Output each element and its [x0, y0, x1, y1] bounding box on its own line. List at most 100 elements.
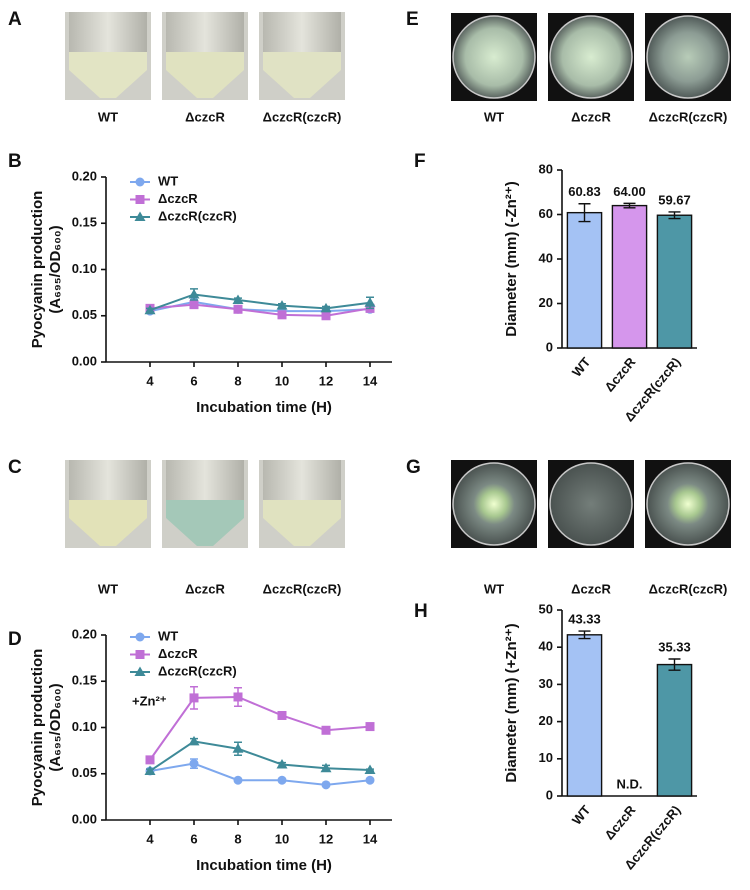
y-axis-title: Diameter (mm) (+Zn²⁺) [503, 623, 520, 782]
marker [233, 304, 243, 314]
value-label: 64.00 [613, 184, 646, 199]
legend-marker [135, 177, 145, 187]
y-tick-label: 0.20 [72, 168, 97, 183]
marker [145, 755, 155, 765]
marker [276, 300, 288, 310]
panel-letter: C [8, 457, 22, 478]
x-tick-label: 4 [146, 831, 154, 846]
value-label: 43.33 [568, 612, 601, 627]
marker [144, 304, 156, 315]
y-tick-label: 60 [539, 206, 553, 221]
y-tick-label: 0.15 [72, 673, 97, 688]
x-tick-label: ΔczcR [601, 354, 638, 395]
y-tick-label: 0.00 [72, 353, 97, 368]
marker [320, 762, 332, 773]
error-bar [578, 630, 591, 640]
photo-label: ΔczcR(czcR) [649, 581, 728, 596]
y-tick-label: 80 [539, 161, 553, 176]
panel-letter: B [8, 151, 22, 172]
y-tick-label: 0.05 [72, 307, 97, 322]
error-bar [668, 211, 681, 220]
marker [321, 311, 331, 321]
panel-letter: H [414, 601, 428, 622]
photo-label: ΔczcR(czcR) [263, 581, 342, 596]
y-tick-label: 0.10 [72, 261, 97, 276]
error-bar [668, 658, 681, 671]
series-line [149, 293, 371, 312]
series-line [149, 303, 371, 317]
plate [452, 15, 536, 99]
x-tick-label: 6 [190, 373, 197, 388]
marker [365, 775, 375, 785]
value-label: N.D. [617, 776, 643, 791]
y-tick-label: 10 [539, 750, 553, 765]
legend-marker [135, 632, 145, 642]
legend-label: WT [158, 173, 178, 188]
panel-letter: G [406, 457, 421, 478]
marker [277, 710, 287, 720]
plate [549, 15, 633, 99]
marker [232, 294, 244, 305]
marker [277, 310, 287, 320]
bar [656, 663, 693, 797]
bar [656, 214, 693, 349]
photo-label: ΔczcR(czcR) [263, 109, 342, 124]
x-tick-label: WT [569, 802, 594, 827]
x-tick-label: 12 [319, 831, 333, 846]
photo-label: WT [484, 109, 504, 124]
x-axis-title: Incubation time (H) [196, 399, 332, 416]
plate [549, 462, 633, 546]
annotation: +Zn²⁺ [132, 693, 167, 708]
y-tick-label: 0.05 [72, 765, 97, 780]
legend-marker [135, 650, 145, 659]
series-line [149, 300, 371, 313]
marker [321, 725, 331, 735]
marker [364, 297, 376, 307]
y-tick-label: 20 [539, 713, 553, 728]
marker [232, 743, 244, 753]
x-tick-label: 10 [275, 373, 289, 388]
tube-liquid [69, 500, 147, 546]
x-tick-label: 12 [319, 373, 333, 388]
y-axis-title: Pyocyanin production [29, 649, 46, 807]
panel-letter: E [406, 9, 419, 30]
photo-label: ΔczcR [571, 581, 611, 596]
photo-label: WT [98, 109, 118, 124]
marker [276, 759, 288, 769]
error-bar [623, 202, 636, 209]
photo-label: ΔczcR [185, 109, 225, 124]
panel-letter: A [8, 9, 22, 30]
marker [189, 693, 199, 703]
plate [452, 462, 536, 546]
legend-label: ΔczcR [158, 646, 198, 661]
value-label: 35.33 [658, 639, 691, 654]
photo-label: WT [98, 581, 118, 596]
x-tick-label: 4 [146, 373, 154, 388]
tube-liquid [166, 500, 244, 546]
error-bar [578, 203, 591, 223]
x-tick-label: 14 [363, 373, 378, 388]
marker [188, 288, 200, 299]
y-tick-label: 0.10 [72, 719, 97, 734]
y-tick-label: 50 [539, 601, 553, 616]
bar [611, 204, 648, 349]
y-tick-label: 20 [539, 295, 553, 310]
panel-letter: D [8, 629, 22, 650]
photo-label: WT [484, 581, 504, 596]
legend-label: ΔczcR [158, 191, 198, 206]
series-line [149, 740, 371, 772]
y-tick-label: 30 [539, 676, 553, 691]
marker [233, 692, 243, 702]
marker [320, 302, 332, 313]
legend-marker [135, 195, 145, 204]
marker [189, 300, 199, 310]
marker [189, 759, 199, 769]
x-tick-label: ΔczcR [601, 802, 638, 843]
photo-label: ΔczcR [185, 581, 225, 596]
legend-label: WT [158, 628, 178, 643]
x-tick-label: WT [569, 354, 594, 379]
tube-liquid [263, 52, 341, 98]
value-label: 60.83 [568, 184, 601, 199]
series-line [149, 762, 371, 786]
